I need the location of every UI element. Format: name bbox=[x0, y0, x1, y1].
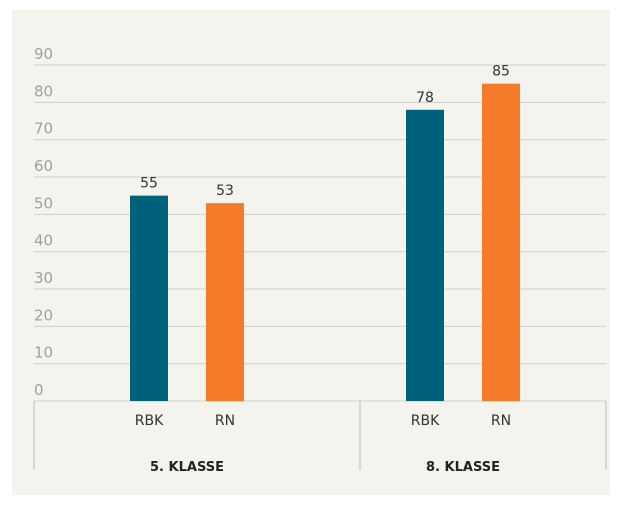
y-tick-label: 90 bbox=[34, 45, 53, 63]
series-label: RN bbox=[491, 413, 511, 429]
y-tick-label: 10 bbox=[34, 344, 53, 362]
series-label: RBK bbox=[135, 413, 164, 429]
y-tick-label: 0 bbox=[34, 381, 44, 399]
bar bbox=[130, 195, 168, 401]
category-label: 5. KLASSE bbox=[150, 460, 224, 475]
category-label: 8. KLASSE bbox=[426, 460, 500, 475]
y-tick-label: 30 bbox=[34, 269, 53, 287]
y-tick-label: 40 bbox=[34, 232, 53, 250]
series-label: RBK bbox=[411, 413, 440, 429]
y-tick-label: 50 bbox=[34, 194, 53, 212]
bar bbox=[482, 83, 520, 402]
y-tick-label: 80 bbox=[34, 82, 53, 100]
data-label: 53 bbox=[216, 183, 234, 199]
bar bbox=[406, 109, 444, 402]
data-label: 78 bbox=[416, 90, 434, 106]
panel bbox=[12, 10, 610, 495]
data-label: 55 bbox=[140, 176, 158, 192]
series-label: RN bbox=[215, 413, 235, 429]
y-tick-label: 60 bbox=[34, 157, 53, 175]
bar bbox=[206, 203, 244, 401]
y-tick-label: 70 bbox=[34, 120, 53, 138]
y-tick-label: 20 bbox=[34, 306, 53, 324]
data-label: 85 bbox=[492, 64, 510, 80]
